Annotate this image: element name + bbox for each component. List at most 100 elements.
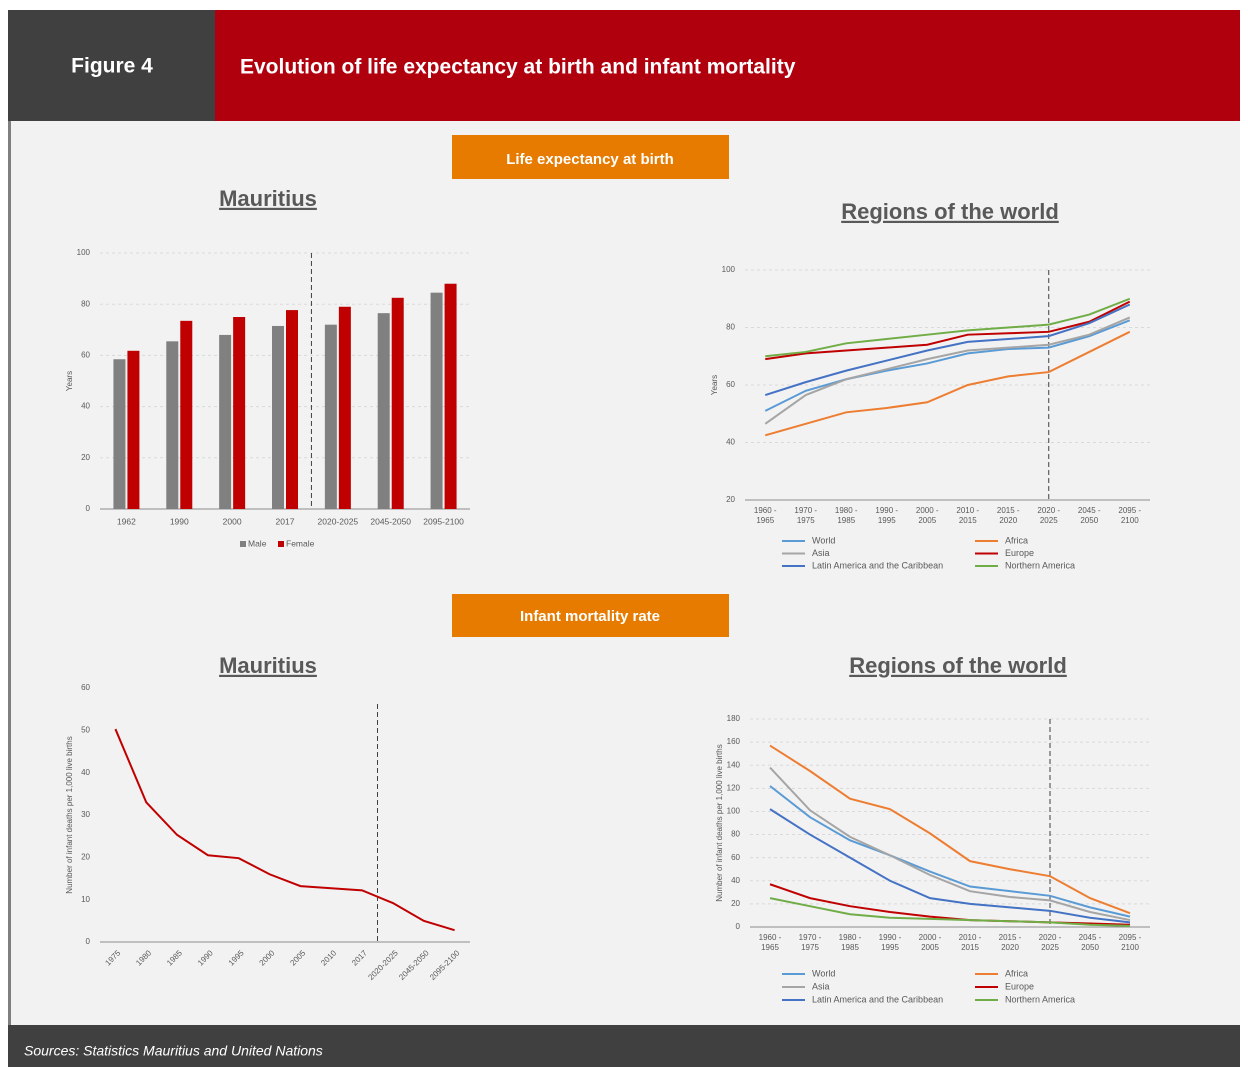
bar — [180, 320, 193, 509]
y-tick-label: 10 — [81, 895, 90, 904]
legend-label: Latin America and the Caribbean — [812, 560, 943, 570]
y-tick-label: 0 — [86, 504, 91, 513]
x-tick-label-text: 2000 - 2005 — [915, 506, 939, 525]
y-axis-label: Number of infant deaths per 1,000 live b… — [65, 736, 74, 893]
x-tick-label: 2010 - 2015 — [956, 506, 979, 525]
x-tick-label: 2017 — [276, 516, 295, 526]
x-tick-label: 1980 - 1985 — [839, 933, 862, 952]
x-tick-label: 1990 - 1995 — [878, 933, 902, 952]
y-tick-label: 160 — [727, 737, 741, 746]
bar — [324, 324, 337, 509]
x-tick-label: 2095 - 2100 — [1118, 933, 1142, 952]
x-tick-label-text: 2095 - 2100 — [1118, 506, 1142, 525]
x-tick-label: 2095-2100 — [423, 516, 464, 526]
x-tick-label-text: 1970 - 1975 — [798, 933, 822, 952]
line — [764, 319, 1131, 412]
line — [769, 744, 1131, 915]
x-tick-label: 1960 - 1965 — [753, 506, 777, 525]
y-tick-label: 100 — [722, 265, 736, 274]
y-tick-label: 20 — [81, 453, 90, 462]
header-title-bg — [215, 10, 1240, 121]
bar — [391, 297, 404, 509]
y-tick-label: 60 — [731, 853, 740, 862]
line — [769, 785, 1131, 918]
line — [769, 808, 1131, 924]
line — [114, 728, 455, 932]
x-tick-label: 2000 - 2005 — [915, 506, 939, 525]
legend-label: Male — [248, 538, 267, 548]
x-tick-label: 2095 - 2100 — [1118, 506, 1142, 525]
x-tick-label-text: 2045 - 2050 — [1078, 933, 1102, 952]
y-tick-label: 50 — [81, 725, 90, 734]
x-tick-label: 1990 - 1995 — [875, 506, 898, 525]
line — [764, 316, 1131, 425]
bar — [338, 306, 351, 509]
line — [765, 297, 1131, 358]
legend-swatch — [240, 541, 246, 547]
x-tick-label-text: 2020 - 2025 — [1038, 933, 1062, 952]
section-box — [452, 135, 729, 179]
x-tick-label: 2045-2050 — [370, 516, 411, 526]
legend-label: Europe — [1005, 981, 1034, 991]
x-tick-label-text: 2095 - 2100 — [1118, 933, 1142, 952]
line — [764, 303, 1131, 397]
x-tick-label: 1962 — [117, 516, 136, 526]
content-bg — [8, 121, 1240, 1025]
y-tick-label: 60 — [81, 351, 90, 360]
y-tick-label: 80 — [731, 830, 740, 839]
bar — [113, 359, 126, 509]
x-tick-label: 1990 — [170, 516, 189, 526]
y-tick-label: 120 — [727, 783, 741, 792]
y-tick-label: 100 — [77, 248, 91, 257]
x-tick-label: 2020-2025 — [318, 516, 359, 526]
section-title: Infant mortality rate — [520, 608, 660, 625]
y-tick-label: 0 — [736, 922, 741, 931]
y-tick-label: 30 — [81, 810, 90, 819]
y-axis-label: Years — [710, 375, 719, 395]
chart-title: Regions of the world — [849, 653, 1067, 678]
y-tick-label: 0 — [86, 937, 91, 946]
x-tick-label-text: 2000 - 2005 — [918, 933, 942, 952]
x-tick-label-text: 2020 - 2025 — [1037, 506, 1061, 525]
y-tick-label: 40 — [726, 438, 735, 447]
y-tick-label: 180 — [727, 714, 741, 723]
y-tick-label: 40 — [81, 768, 90, 777]
x-tick-label: 1980 - 1985 — [835, 506, 858, 525]
y-axis-label: Number of infant deaths per 1,000 live b… — [715, 744, 724, 901]
legend-label: Africa — [1005, 535, 1028, 545]
y-tick-label: 20 — [81, 852, 90, 861]
y-tick-label: 40 — [731, 876, 740, 885]
chart-title: Mauritius — [219, 653, 317, 678]
x-tick-label: 2015 - 2020 — [997, 506, 1020, 525]
legend-label: Female — [286, 538, 315, 548]
section-title: Life expectancy at birth — [506, 151, 674, 168]
y-tick-label: 20 — [731, 899, 740, 908]
x-tick-label: 1960 - 1965 — [759, 933, 782, 952]
x-tick-label: 2045 - 2050 — [1078, 933, 1102, 952]
x-tick-label-text: 1960 - 1965 — [753, 506, 777, 525]
y-tick-label: 40 — [81, 402, 90, 411]
x-tick-label-text: 1970 - 1975 — [794, 506, 818, 525]
legend-label: Northern America — [1005, 994, 1075, 1004]
chart-title: Mauritius — [219, 186, 317, 211]
x-tick-label: 2010 - 2015 — [959, 933, 982, 952]
x-tick-label-text: 2015 - 2020 — [998, 933, 1022, 952]
line — [769, 897, 1131, 927]
legend-swatch — [278, 541, 284, 547]
x-tick-label: 2020 - 2025 — [1038, 933, 1062, 952]
y-tick-label: 60 — [81, 683, 90, 692]
footer-source: Sources: Statistics Mauritius and United… — [24, 1043, 323, 1059]
y-tick-label: 60 — [726, 380, 735, 389]
x-tick-label: 2045 - 2050 — [1078, 506, 1101, 525]
y-axis-label: Years — [65, 371, 74, 391]
y-tick-label: 140 — [727, 760, 741, 769]
legend-label: Northern America — [1005, 560, 1075, 570]
x-tick-label-text: 1990 - 1995 — [878, 933, 902, 952]
bar — [166, 341, 179, 509]
x-tick-label: 1970 - 1975 — [794, 506, 818, 525]
x-tick-label: 2020 - 2025 — [1037, 506, 1061, 525]
bar — [286, 310, 298, 509]
legend-label: World — [812, 968, 835, 978]
